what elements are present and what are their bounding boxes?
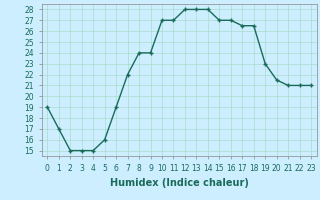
X-axis label: Humidex (Indice chaleur): Humidex (Indice chaleur) (110, 178, 249, 188)
